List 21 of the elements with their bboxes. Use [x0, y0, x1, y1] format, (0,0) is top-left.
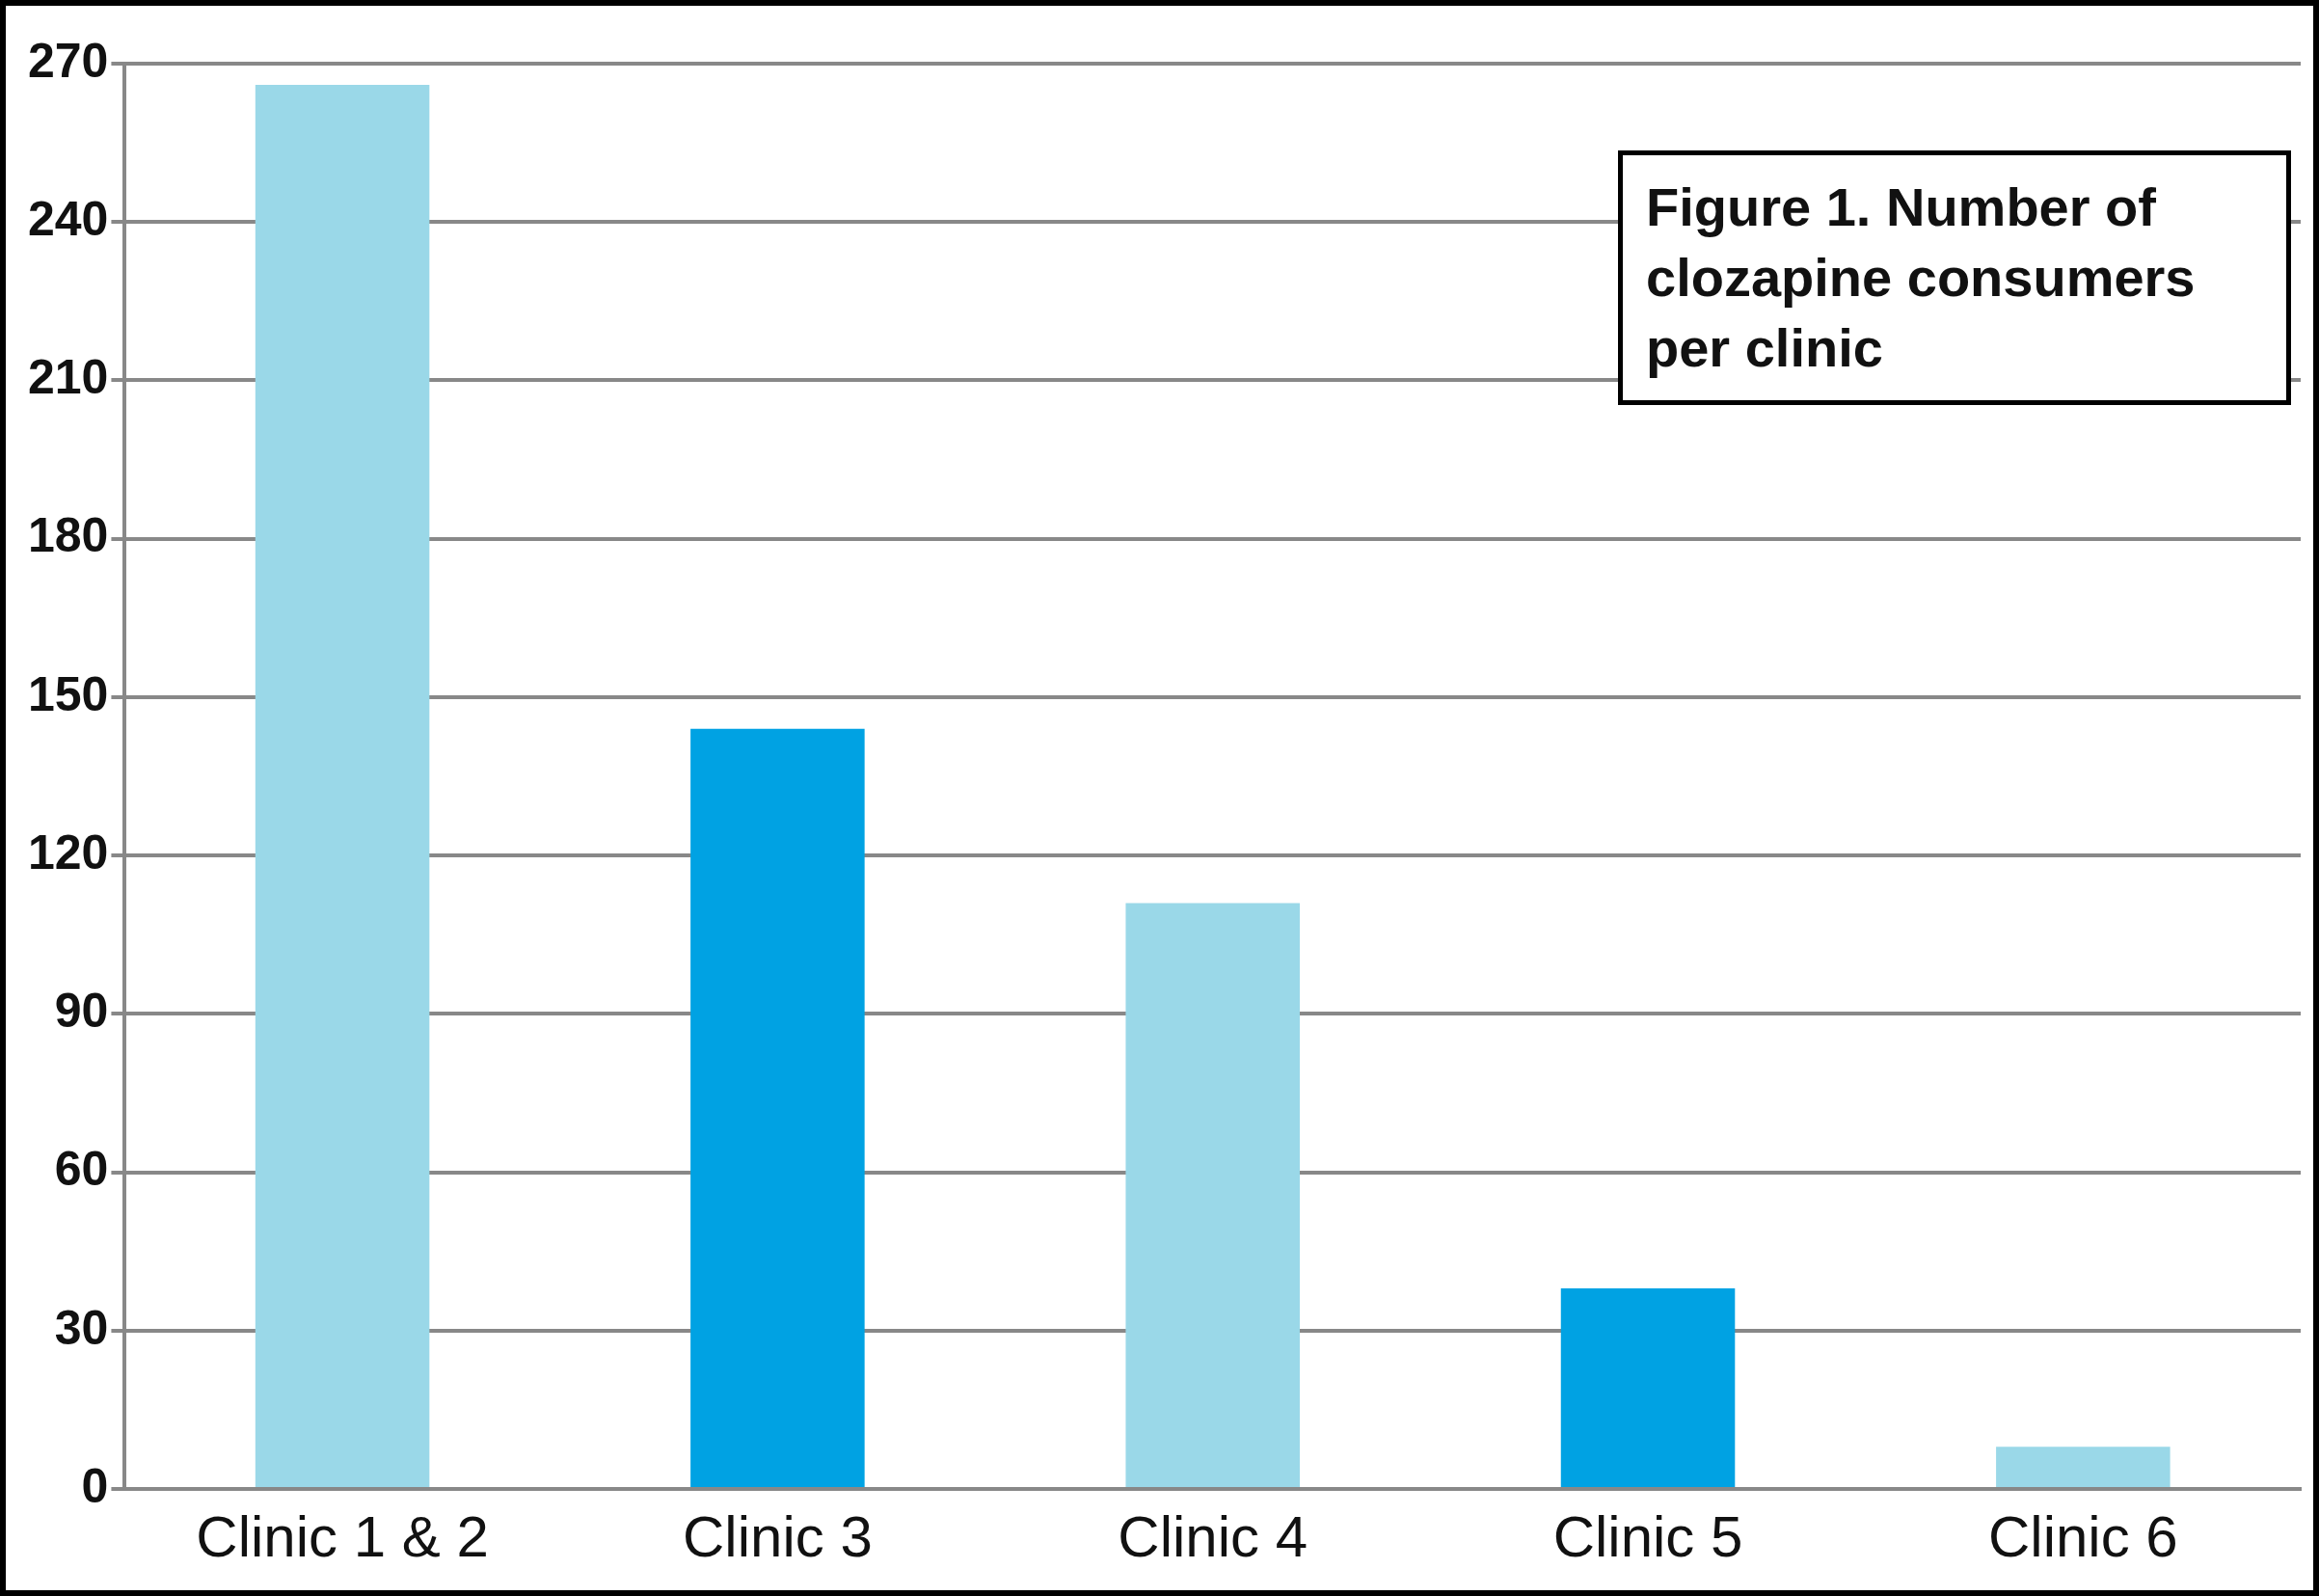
bar: [1560, 1287, 1736, 1487]
text: Figure 1. Number of clozapine consumers per clinic: [1618, 150, 2291, 406]
y-tick-label: 240: [27, 192, 109, 246]
y-tick-label: 60: [54, 1142, 109, 1197]
x-tick-label: Clinic 5: [1552, 1503, 1743, 1569]
y-tick-label: 0: [81, 1458, 109, 1513]
bar: [255, 84, 430, 1487]
x-tick-label: Clinic 1 & 2: [196, 1503, 489, 1569]
bar: [1125, 903, 1300, 1487]
bar: [690, 728, 865, 1487]
x-tick-label: Clinic 6: [1987, 1503, 2178, 1569]
y-tick-label: 150: [27, 666, 109, 721]
y-tick-label: 180: [27, 508, 109, 563]
bar: [1996, 1447, 2171, 1487]
x-tick-label: Clinic 4: [1118, 1503, 1308, 1569]
y-tick-label: 210: [27, 350, 109, 405]
x-tick-label: Clinic 3: [683, 1503, 873, 1569]
y-tick-label: 30: [54, 1300, 109, 1355]
y-tick-label: 120: [27, 825, 109, 879]
y-tick-label: 90: [54, 984, 109, 1039]
y-tick-label: 270: [27, 33, 109, 88]
